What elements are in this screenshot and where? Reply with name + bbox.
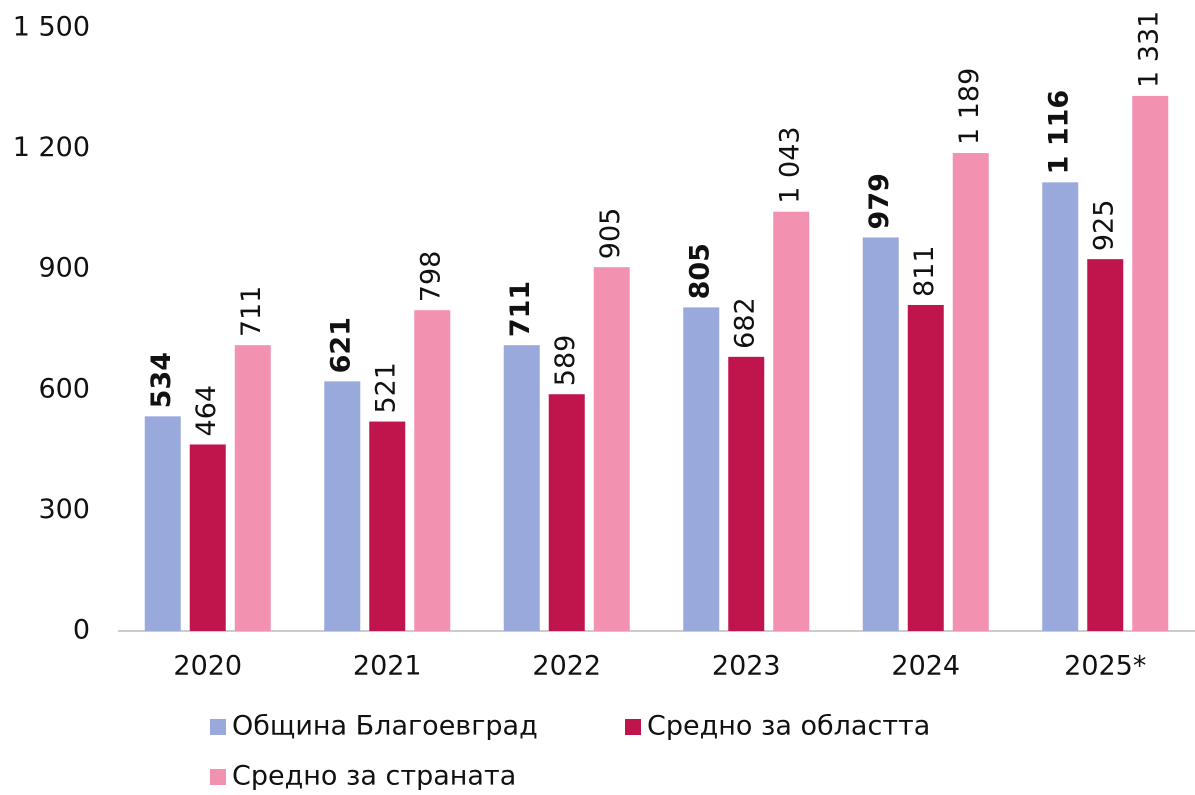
x-tick-label: 2024 <box>891 651 960 682</box>
data-label: 464 <box>191 385 222 437</box>
data-label: 905 <box>595 208 626 260</box>
legend-label: Средно за областта <box>647 711 930 742</box>
legend-label: Община Благоевград <box>232 711 538 742</box>
x-tick-label: 2020 <box>173 651 242 682</box>
data-label: 798 <box>416 251 447 303</box>
data-label: 805 <box>685 243 716 299</box>
data-label: 1 116 <box>1044 90 1075 175</box>
bar <box>862 237 899 631</box>
bar <box>369 421 406 631</box>
data-label: 682 <box>730 297 761 349</box>
bar <box>234 345 271 631</box>
data-label: 589 <box>550 335 581 387</box>
x-tick-label: 2022 <box>532 651 601 682</box>
x-tick-label: 2023 <box>712 651 781 682</box>
data-label: 534 <box>146 352 177 408</box>
y-tick-label: 600 <box>38 373 90 404</box>
bar <box>324 381 361 631</box>
data-label: 711 <box>236 286 267 338</box>
x-tick-label: 2025* <box>1064 651 1146 682</box>
data-label: 979 <box>864 173 895 229</box>
bar <box>728 356 765 631</box>
data-label: 811 <box>909 245 940 297</box>
x-tick-label: 2021 <box>353 651 422 682</box>
bar <box>414 310 451 631</box>
y-tick-label: 900 <box>38 253 90 284</box>
data-label: 621 <box>326 317 357 373</box>
bar <box>144 416 181 631</box>
legend-swatch <box>210 719 226 735</box>
bar <box>907 304 944 631</box>
bar <box>952 153 989 631</box>
data-label: 521 <box>371 362 402 414</box>
legend-swatch <box>210 769 226 785</box>
legend-swatch <box>625 719 641 735</box>
bar <box>683 307 720 631</box>
data-label: 1 189 <box>954 68 985 145</box>
data-label: 925 <box>1089 200 1120 252</box>
bar <box>548 394 585 631</box>
data-label: 711 <box>505 281 536 337</box>
y-tick-label: 1 200 <box>13 132 90 163</box>
bar <box>593 267 630 631</box>
data-label: 1 043 <box>775 126 806 203</box>
bar <box>503 345 540 631</box>
bar <box>1042 182 1079 632</box>
y-tick-label: 300 <box>38 494 90 525</box>
bar <box>189 444 226 631</box>
bar <box>773 211 810 632</box>
data-label: 1 331 <box>1134 11 1165 88</box>
bar <box>1132 95 1169 632</box>
y-tick-label: 0 <box>73 615 90 646</box>
bar <box>1087 259 1124 631</box>
legend-label: Средно за страната <box>232 761 516 792</box>
y-tick-label: 1 500 <box>13 12 90 43</box>
